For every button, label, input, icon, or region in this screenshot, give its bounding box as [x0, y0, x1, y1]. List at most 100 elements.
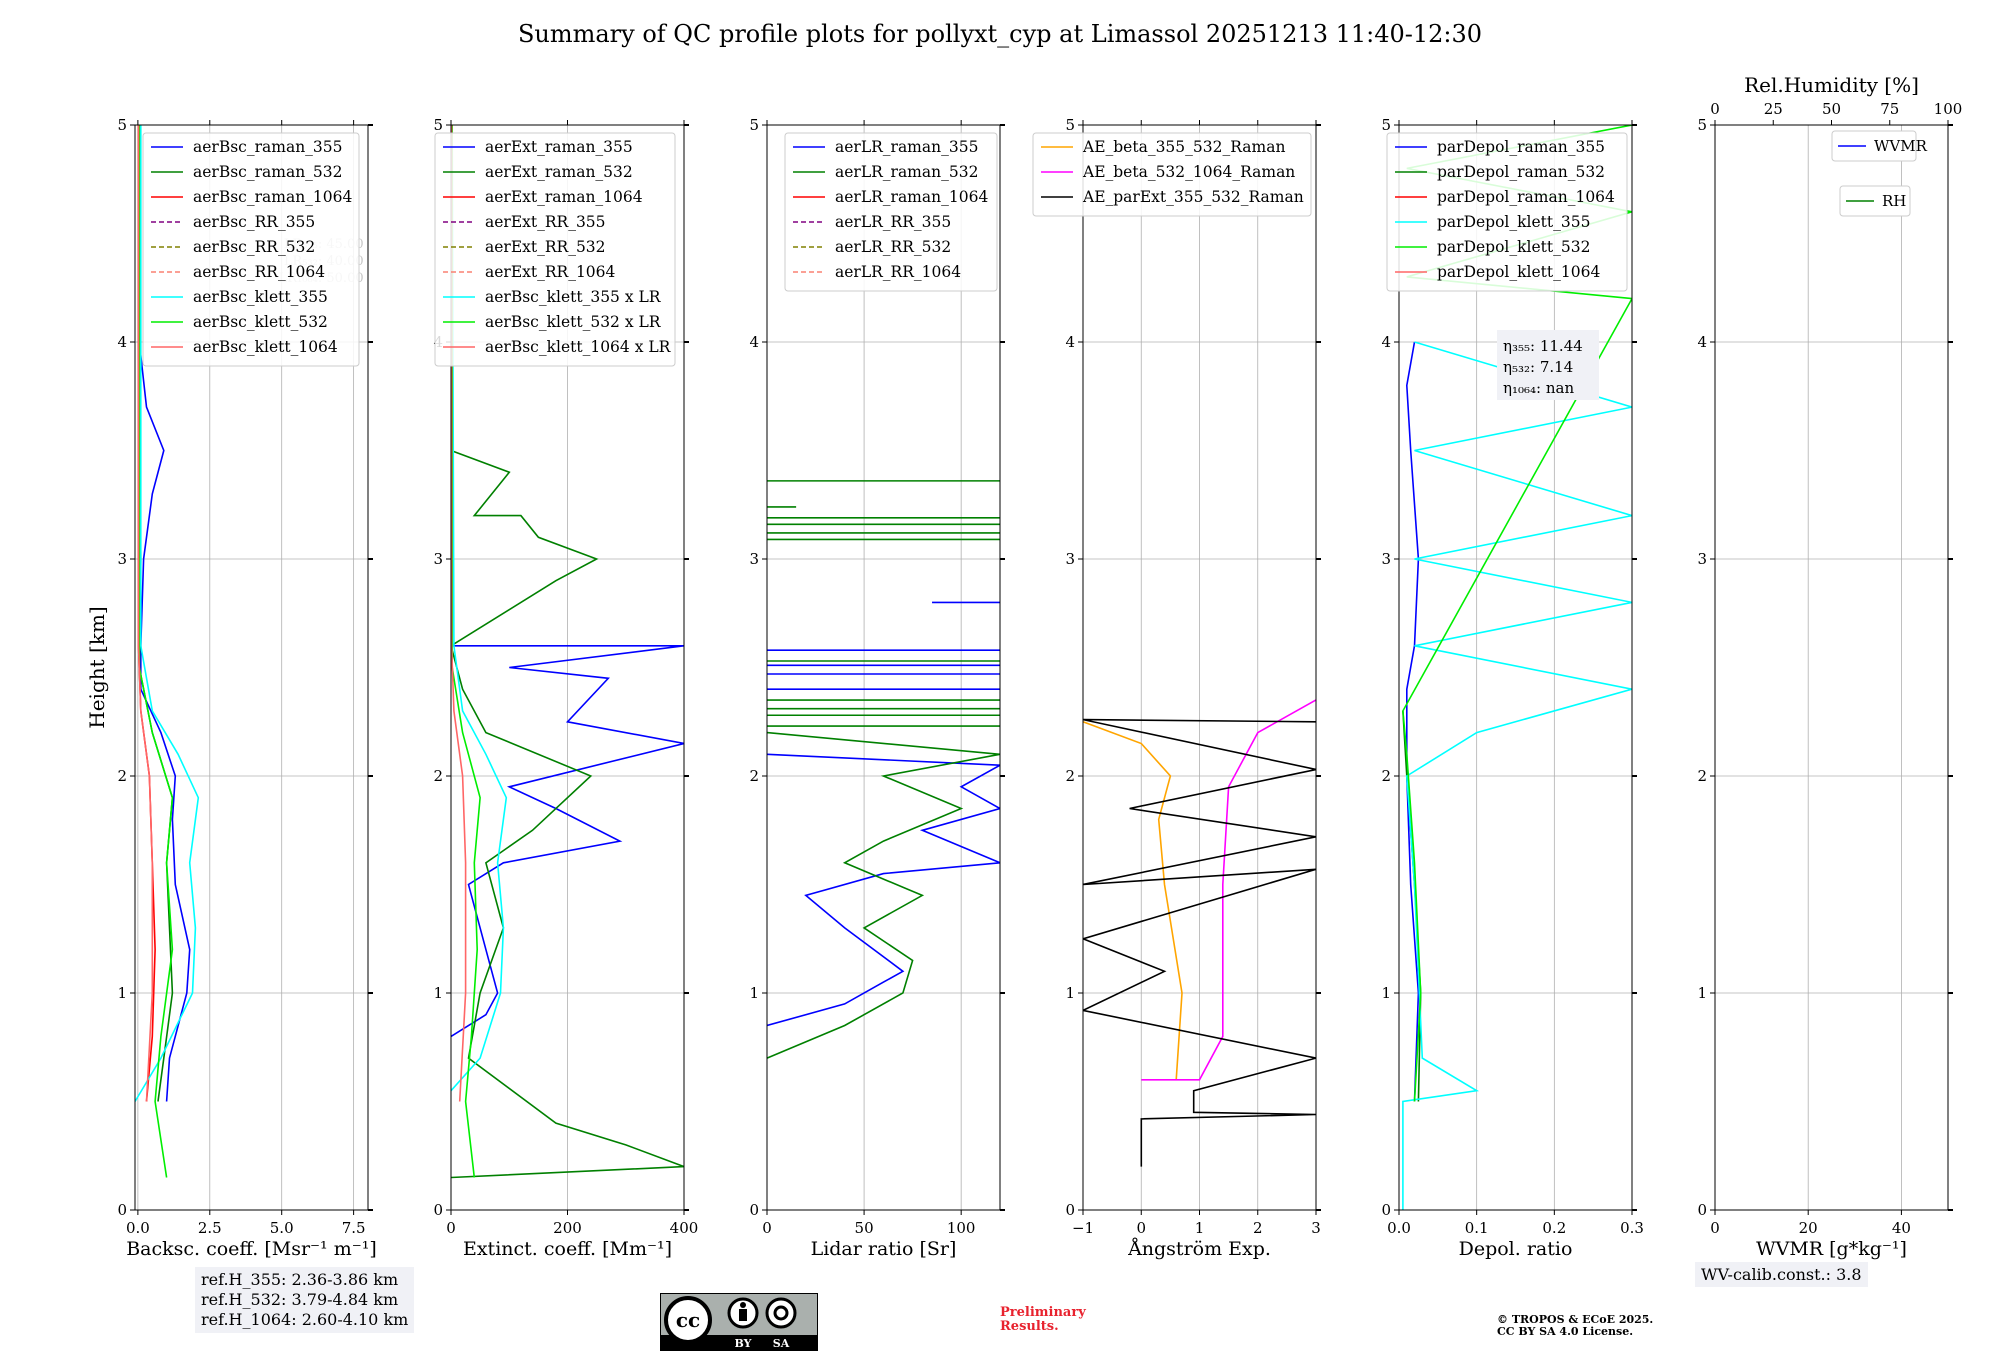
legend-box: [142, 132, 360, 367]
x-tick-label: 100: [947, 1219, 976, 1237]
y-tick-label: 5: [1065, 116, 1075, 134]
cc-text: cc: [676, 1308, 700, 1332]
x-tick-label: 50: [855, 1219, 874, 1237]
x-tick-label: 400: [670, 1219, 699, 1237]
panel-water_vapor: 0 20 40 0 1 2 3 4 5 WVMR [g*kg⁻¹] 0 25 50 75 100 Rel.Hu…: [1697, 73, 1962, 1260]
x2-tick-label: 0: [1710, 100, 1720, 118]
legend-label: parDepol_klett_355: [1437, 213, 1590, 231]
x2-tick-label: 50: [1822, 100, 1841, 118]
legend-label: aerBsc_raman_1064: [193, 188, 353, 206]
y-tick-label: 1: [433, 984, 443, 1002]
preliminary-line2: Results.: [1000, 1319, 1059, 1334]
x2-tick-label: 100: [1934, 100, 1963, 118]
ref-height-1064: ref.H_1064: 2.60-4.10 km: [201, 1310, 409, 1329]
series-line: [1405, 341, 1420, 1102]
legend-label: aerExt_RR_1064: [485, 263, 616, 281]
copyright-line1: © TROPOS & ECoE 2025.: [1497, 1313, 1654, 1326]
axes-frame: [134, 124, 369, 1211]
y-tick-label: 1: [1065, 984, 1075, 1002]
legend-box: [1032, 132, 1312, 217]
y-tick-label: 2: [433, 767, 443, 785]
by-label: BY: [735, 1337, 752, 1350]
y-tick-label: 0: [433, 1201, 443, 1219]
y-tick-label: 1: [1697, 984, 1707, 1002]
x-tick-label: 2.5: [198, 1219, 222, 1237]
x-tick-label: 0: [446, 1219, 456, 1237]
x-axis-label: WVMR [g*kg⁻¹]: [1756, 1238, 1907, 1260]
y-tick-label: 5: [749, 116, 759, 134]
plot-area: [1083, 699, 1316, 1167]
legend-label: aerLR_RR_355: [835, 213, 951, 231]
legend-label: aerBsc_RR_355: [193, 213, 315, 231]
axes-frame: [1714, 124, 1949, 1211]
eta-label: η₁₀₆₄: nan: [1503, 379, 1574, 397]
sa-label: SA: [773, 1337, 790, 1350]
legend-label: WVMR: [1874, 137, 1928, 155]
legend-label: AE_parExt_355_532_Raman: [1082, 188, 1304, 206]
y-tick-label: 4: [1065, 333, 1075, 351]
x-tick-label: 0: [762, 1219, 772, 1237]
x-tick-label: 1: [1195, 1219, 1205, 1237]
series-line: [138, 125, 191, 1102]
x-tick-label: 20: [1799, 1219, 1818, 1237]
series-line: [1083, 721, 1183, 1080]
y-tick-label: 5: [117, 116, 127, 134]
y-tick-label: 5: [1381, 116, 1391, 134]
y-tick-label: 0: [1697, 1201, 1707, 1219]
ref-height-355: ref.H_355: 2.36-3.86 km: [201, 1270, 399, 1289]
legend-label: aerBsc_klett_1064 x LR: [485, 338, 672, 356]
legend-label: RH: [1882, 192, 1906, 210]
copyright-line2: CC BY SA 4.0 License.: [1497, 1325, 1634, 1338]
series-line: [451, 125, 467, 1102]
x-axis-label: Depol. ratio: [1459, 1238, 1573, 1260]
series-line: [1402, 341, 1632, 1210]
y-tick-label: 4: [749, 333, 759, 351]
series-line: [451, 125, 481, 1178]
legend-label: aerLR_RR_1064: [835, 263, 961, 281]
y-tick-label: 2: [1381, 767, 1391, 785]
plot-area: [767, 480, 1000, 1059]
x-axis-label: Extinct. coeff. [Mm⁻¹]: [463, 1238, 672, 1260]
axes-frame: [1398, 124, 1633, 1211]
legend-box: [1839, 185, 1911, 217]
x-tick-label: 5.0: [270, 1219, 294, 1237]
wv-calibration-box: WV-calib.const.: 3.8: [1695, 1262, 1868, 1287]
y-tick-label: 2: [749, 767, 759, 785]
legend-label: aerBsc_klett_532 x LR: [485, 313, 662, 331]
x-axis-label: Backsc. coeff. [Msr⁻¹ m⁻¹]: [126, 1238, 377, 1260]
x-tick-label: 7.5: [342, 1219, 366, 1237]
y-tick-label: 5: [1697, 116, 1707, 134]
legend-label: aerBsc_klett_355: [193, 288, 328, 306]
x-tick-label: −1: [1072, 1219, 1094, 1237]
plot-area: [135, 125, 200, 1178]
y-tick-label: 4: [117, 333, 127, 351]
legend-label: aerLR_raman_355: [835, 138, 978, 156]
y-tick-label: 2: [117, 767, 127, 785]
legend-box: [1386, 132, 1628, 292]
x-tick-label: 0: [1710, 1219, 1720, 1237]
y-tick-label: 1: [117, 984, 127, 1002]
reference-height-box: ref.H_355: 2.36-3.86 km ref.H_532: 3.79-…: [195, 1267, 415, 1333]
series-line: [451, 125, 508, 1092]
legend-label: aerBsc_RR_532: [193, 238, 315, 256]
share-alike-icon: [765, 1297, 797, 1329]
cc-icon: [664, 1296, 712, 1344]
series-line: [135, 125, 200, 1102]
x-tick-label: 2: [1253, 1219, 1263, 1237]
panel-lidar_ratio: 0 50 100 0 1 2 3 4 5 Lidar ratio [Sr] aerLR_raman_…: [749, 116, 1005, 1260]
panel-extinction: 0200400012345Extinct. coeff. [Mm⁻¹]aerEx…: [433, 116, 698, 1260]
x-tick-label: 0.0: [126, 1219, 150, 1237]
legend-label: aerLR_raman_532: [835, 163, 978, 181]
x2-axis-label: Rel.Humidity [%]: [1744, 73, 1919, 97]
legend-box: [434, 132, 676, 367]
y-tick-label: 2: [1065, 767, 1075, 785]
x-tick-label: 0.1: [1465, 1219, 1489, 1237]
cc-license-badge: cc BY SA: [659, 1292, 819, 1355]
y-tick-label: 3: [749, 550, 759, 568]
legend-label: aerBsc_klett_355 x LR: [485, 288, 662, 306]
legend-label: AE_beta_532_1064_Raman: [1082, 163, 1295, 181]
x2-tick-label: 75: [1880, 100, 1899, 118]
copyright-note: © TROPOS & ECoE 2025. CC BY SA 4.0 Licen…: [1497, 1314, 1653, 1338]
